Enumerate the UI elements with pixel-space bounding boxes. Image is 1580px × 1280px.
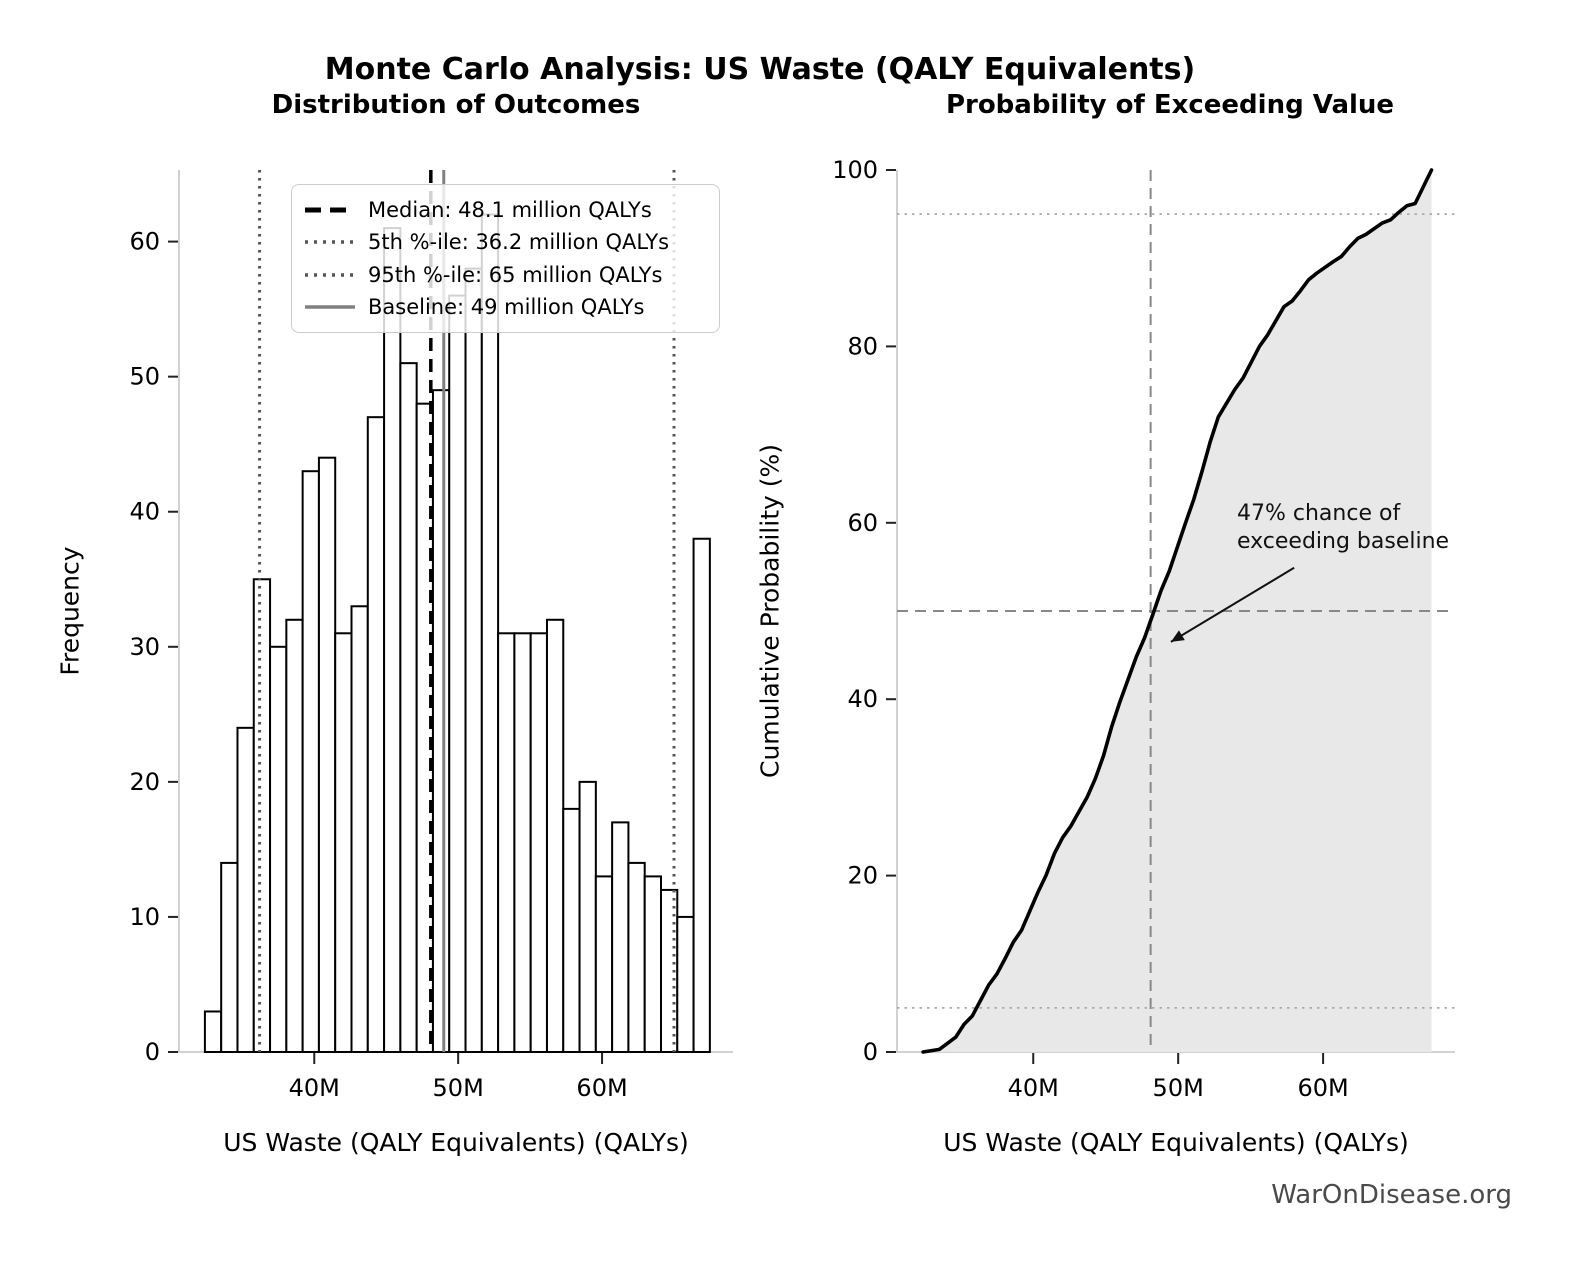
histogram-bar [252,578,272,1053]
y-tick-label: 0 [863,1038,878,1066]
baseline-line-swatch [305,305,355,309]
histogram-plot: 40M 50M 60M 0 10 20 30 40 50 60 [129,170,733,1102]
y-tick-label: 10 [129,903,160,931]
histogram-bar [562,807,581,1054]
histogram-bar [350,605,369,1053]
legend-item-median: Median: 48.1 million QALYs [304,194,705,226]
histogram-bar [594,875,614,1053]
histogram-bar [513,632,532,1053]
y-tick-label: 0 [145,1038,160,1066]
y-tick-label: 50 [129,363,160,391]
histogram-bar [497,632,516,1053]
cdf-title: Probability of Exceeding Value [945,90,1395,120]
histogram-bar [480,213,500,1053]
figure-title: Monte Carlo Analysis: US Waste (QALY Equ… [324,52,1196,87]
histogram-bar [464,267,483,1054]
histogram-bar [399,362,418,1053]
histogram-bar [269,645,288,1053]
histogram-bar [692,537,711,1053]
y-tick-label: 80 [847,332,878,360]
y-tick-label: 60 [847,509,878,537]
annotation-arrow-head [1170,630,1185,642]
legend-label-5th-percentile: 5th %-ile: 36.2 million QALYs [368,230,670,255]
y-tick-label: 40 [847,685,878,713]
y-tick-label: 20 [847,862,878,890]
histogram-bar [334,632,353,1053]
histogram-bar [203,1010,223,1053]
histogram-legend: Median: 48.1 million QALYs 5th %-ile: 36… [291,184,720,333]
percentile5-line-swatch [305,240,355,245]
histogram-bar [545,618,565,1053]
histogram-bar [236,726,255,1053]
histogram-bar [366,416,386,1054]
legend-item-5th-percentile: 5th %-ile: 36.2 million QALYs [304,226,705,258]
x-tick-label: 50M [1153,1074,1204,1102]
cdf-x-axis-label: US Waste (QALY Equivalents) (QALYs) [943,1128,1409,1157]
histogram-bar [301,470,320,1053]
histogram-bars [203,213,711,1054]
x-tick-label: 40M [289,1074,340,1102]
histogram-y-axis-label: Frequency [55,546,85,676]
x-tick-label: 50M [433,1074,484,1102]
histogram-bar [578,780,597,1053]
histogram-bar [220,861,239,1053]
cdf-annotation-line1: 47% chance of [1237,501,1401,526]
annotation-arrow-shaft [1170,566,1295,643]
legend-item-95th-percentile: 95th %-ile: 65 million QALYs [304,259,705,291]
legend-item-baseline: Baseline: 49 million QALYs [304,291,705,323]
percentile95-line-swatch [305,272,355,277]
median-line-swatch [305,207,355,213]
cdf-curve [921,168,1434,1054]
histogram-bar [448,294,467,1053]
x-tick-label: 40M [1008,1074,1059,1102]
histogram-bar [529,632,548,1053]
histogram-bar [431,389,451,1053]
watermark-text: WarOnDisease.org [1271,1180,1512,1210]
cdf-y-axis-label: Cumulative Probability (%) [755,444,785,778]
x-tick-label: 60M [1297,1074,1348,1102]
histogram-bar [611,821,630,1054]
histogram-bar [676,915,695,1053]
y-tick-label: 40 [129,498,160,526]
legend-label-baseline: Baseline: 49 million QALYs [368,294,645,319]
y-tick-label: 20 [129,768,160,796]
histogram-bar [643,875,662,1053]
y-tick-label: 60 [129,228,160,256]
cdf-annotation: 47% chance of exceeding baseline [1237,500,1449,556]
legend-label-95th-percentile: 95th %-ile: 65 million QALYs [368,262,663,287]
x-tick-label: 60M [576,1074,627,1102]
y-tick-label: 100 [832,156,878,184]
histogram-bar [317,456,337,1053]
histogram-bar [383,227,402,1053]
histogram-x-axis-label: US Waste (QALY Equivalents) (QALYs) [223,1128,689,1157]
cdf-plot: 40M 50M 60M 0 20 40 60 80 100 [832,156,1455,1102]
histogram-title: Distribution of Outcomes [271,90,641,120]
y-tick-label: 30 [129,633,160,661]
cdf-annotation-line2: exceeding baseline [1237,529,1450,554]
histogram-bar [285,618,304,1053]
legend-label-median: Median: 48.1 million QALYs [368,198,652,223]
histogram-bar [627,861,646,1053]
